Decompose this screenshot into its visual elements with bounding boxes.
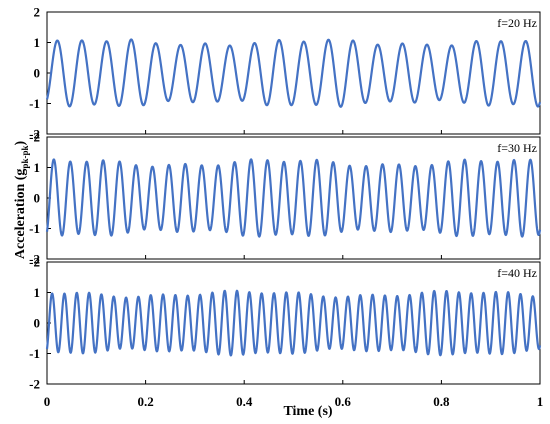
- x-tick-label: 0.6: [335, 394, 352, 409]
- y-axis-label: Acceleration (gpk-pk): [13, 141, 30, 260]
- y-tick-label: 1: [34, 160, 41, 175]
- y-tick-label: 1: [34, 35, 41, 50]
- y-axis-label-main: Acceleration (g: [13, 169, 28, 260]
- y-tick-label: 0: [34, 191, 41, 206]
- y-tick-label: -2: [29, 252, 40, 267]
- y-tick-label: 0: [34, 316, 41, 331]
- y-tick-label: -2: [29, 127, 40, 142]
- x-tick-label: 0.8: [433, 394, 450, 409]
- x-axis-label: Time (s): [283, 404, 332, 419]
- panel-1: 2 1 0 -1 -2 f=20 Hz: [29, 5, 542, 142]
- x-tick-label: 1: [537, 394, 544, 409]
- panel-frame: [46, 136, 541, 260]
- waveform-line: [45, 158, 542, 238]
- y-tick-label: 0: [34, 66, 41, 81]
- y-tick-label: -2: [29, 377, 40, 392]
- y-tick-label: -2: [29, 130, 40, 145]
- frequency-annotation: f=40 Hz: [497, 266, 537, 280]
- x-tick-label: 0.2: [137, 394, 153, 409]
- frequency-annotation: f=30 Hz: [497, 141, 537, 155]
- panel-frame: [46, 11, 541, 135]
- y-tick-label: 2: [34, 5, 41, 20]
- y-axis-label-close: ): [13, 141, 28, 146]
- x-tick-label: 0: [44, 394, 51, 409]
- y-tick-label: -1: [29, 346, 40, 361]
- waveform-line: [45, 289, 542, 357]
- waveform-line: [45, 38, 542, 108]
- y-tick-label: 1: [34, 285, 41, 300]
- y-tick-label: -1: [29, 221, 40, 236]
- y-axis-label-subscript: pk-pk: [20, 146, 30, 169]
- x-tick-label: 0.4: [236, 394, 253, 409]
- panel-3: -2 1 0 -1 -2 f=40 Hz: [29, 255, 542, 392]
- y-tick-label: -2: [29, 255, 40, 270]
- panel-2: -2 1 0 -1 -2 f=30 Hz: [29, 130, 542, 267]
- panel-frame: [46, 261, 541, 385]
- frequency-annotation: f=20 Hz: [497, 16, 537, 30]
- y-tick-label: -1: [29, 96, 40, 111]
